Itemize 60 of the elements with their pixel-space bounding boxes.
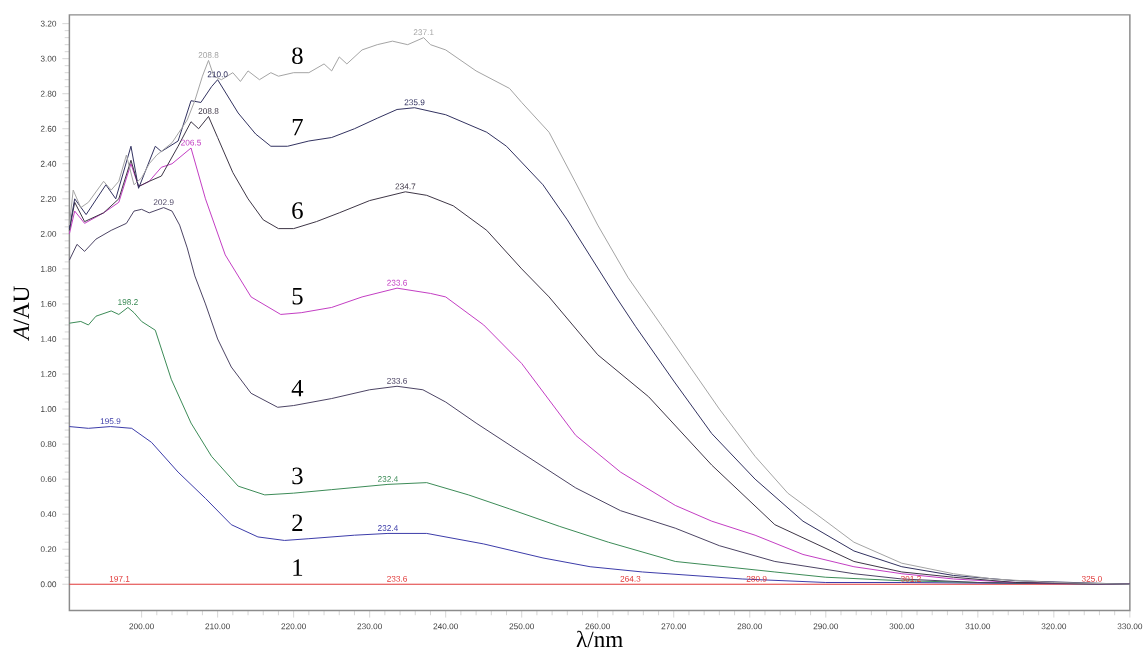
annotation: 195.9 [100, 418, 121, 425]
annotation: 208.8 [198, 52, 219, 58]
x-tick-label: 320.00 [1041, 623, 1067, 630]
x-tick-label: 310.00 [965, 623, 991, 630]
x-tick-label: 270.00 [661, 623, 687, 630]
series-label: 3 [292, 467, 303, 485]
y-tick-label: 1.20 [41, 371, 57, 377]
y-tick-label: 1.80 [41, 265, 57, 272]
annotation: 235.9 [404, 99, 425, 106]
annotation: 264.3 [620, 575, 641, 582]
x-tick-label: 290.00 [813, 623, 839, 630]
annotation: 233.6 [387, 279, 407, 286]
y-tick-label: 3.20 [40, 20, 57, 27]
x-tick-label: 200.00 [129, 623, 154, 630]
x-tick-label: 260.00 [585, 623, 611, 630]
annotation: 206.5 [181, 139, 202, 146]
annotation: 232.4 [377, 525, 398, 531]
y-tick-label: 2.00 [40, 230, 57, 237]
y-tick-label: 0.60 [40, 476, 57, 482]
x-tick-label: 330.00 [1117, 623, 1143, 630]
y-tick-label: 1.00 [41, 406, 57, 412]
x-tick-label: 210.00 [205, 623, 230, 630]
series-label: 6 [292, 202, 303, 219]
y-tick-label: 0.20 [40, 546, 57, 553]
series-label: 8 [292, 47, 303, 65]
y-tick-label: 0.80 [40, 441, 57, 447]
series-label: 7 [292, 118, 303, 136]
x-tick-label: 250.00 [509, 623, 535, 630]
x-axis-title: λ/nm [576, 630, 623, 648]
y-tick-label: 1.60 [41, 300, 57, 307]
annotation: 210.0 [207, 71, 228, 78]
y-tick-label: 0.40 [40, 511, 57, 518]
annotation: 233.6 [387, 377, 407, 384]
y-tick-label: 2.40 [40, 160, 57, 167]
x-tick-label: 230.00 [357, 623, 382, 630]
x-tick-label: 240.00 [433, 623, 458, 630]
y-tick-label: 3.00 [40, 55, 57, 62]
annotation: 301.2 [900, 575, 921, 582]
series-label: 4 [291, 379, 304, 397]
x-tick-label: 300.00 [889, 623, 915, 630]
annotation: 237.1 [413, 29, 434, 36]
annotation: 232.4 [377, 476, 398, 482]
annotation: 234.7 [395, 183, 416, 190]
series-label: 5 [292, 287, 303, 305]
y-axis-title: A/AU [13, 286, 30, 341]
annotation: 197.1 [109, 575, 130, 582]
annotation: 202.9 [153, 199, 174, 206]
y-tick-label: 0.00 [40, 581, 57, 588]
annotation: 198.2 [118, 299, 138, 305]
annotation: 208.8 [198, 108, 219, 114]
y-tick-label: 2.20 [40, 195, 57, 202]
series-label: 1 [293, 559, 303, 576]
x-tick-label: 280.00 [737, 623, 763, 630]
series-label: 2 [292, 514, 303, 531]
annotation: 325.0 [1081, 575, 1102, 582]
x-tick-label: 220.00 [281, 623, 306, 630]
y-tick-label: 2.60 [40, 125, 57, 132]
annotation: 233.6 [387, 575, 407, 582]
y-tick-label: 1.40 [41, 335, 57, 342]
y-tick-label: 2.80 [40, 90, 57, 97]
